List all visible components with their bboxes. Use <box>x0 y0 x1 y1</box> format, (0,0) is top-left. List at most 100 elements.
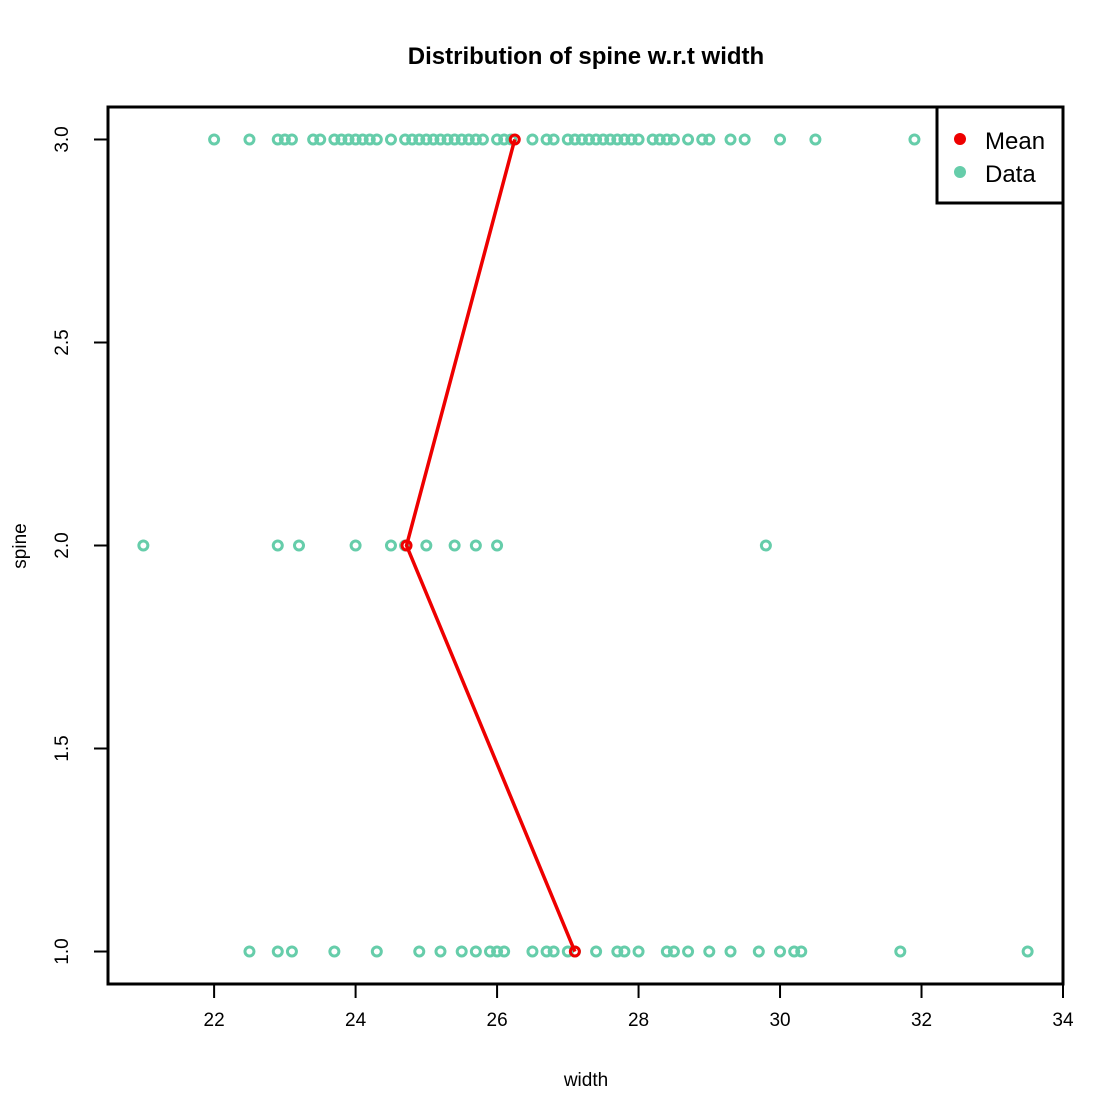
data-point <box>137 539 150 552</box>
data-point <box>611 945 624 958</box>
data-point <box>653 133 666 146</box>
data-point <box>590 133 603 146</box>
data-point <box>285 133 298 146</box>
data-point <box>1021 945 1034 958</box>
y-tick-label: 3.0 <box>52 126 73 152</box>
x-axis-label: width <box>563 1070 608 1091</box>
data-point <box>568 133 581 146</box>
data-point <box>632 945 645 958</box>
data-point <box>399 133 412 146</box>
data-point <box>356 133 369 146</box>
x-tick-label: 22 <box>204 1010 225 1031</box>
legend-mean-marker <box>954 133 966 145</box>
data-point <box>328 945 341 958</box>
data-point <box>293 539 305 552</box>
data-point <box>413 133 426 146</box>
y-tick-label: 2.5 <box>52 329 73 355</box>
data-point <box>427 133 440 146</box>
x-tick-label: 34 <box>1052 1010 1074 1031</box>
data-point <box>469 539 482 552</box>
mean-series <box>400 133 581 958</box>
data-point <box>349 539 362 552</box>
data-point <box>667 945 680 958</box>
data-point <box>498 945 511 958</box>
data-point <box>469 945 482 958</box>
data-point <box>243 133 256 146</box>
data-point <box>491 945 504 958</box>
data-point <box>420 133 433 146</box>
data-point <box>384 133 397 146</box>
data-point <box>703 945 716 958</box>
data-point <box>420 539 433 552</box>
data-point <box>774 133 787 146</box>
mean-point <box>568 945 581 958</box>
data-point <box>547 133 560 146</box>
data-point <box>243 945 256 958</box>
data-point <box>696 133 709 146</box>
data-point <box>575 133 588 146</box>
data-point <box>455 133 468 146</box>
data-point <box>597 133 610 146</box>
data-point <box>335 133 348 146</box>
legend-data-label: Data <box>985 161 1036 188</box>
x-tick-label: 32 <box>911 1010 932 1031</box>
data-point <box>561 945 574 958</box>
data-point <box>660 945 673 958</box>
data-point <box>703 133 716 146</box>
data-point <box>590 945 603 958</box>
data-point <box>448 133 461 146</box>
x-axis: 22 24 26 28 30 32 34 <box>204 984 1074 1031</box>
data-point <box>540 945 553 958</box>
data-point <box>370 945 383 958</box>
data-point <box>526 133 539 146</box>
data-point <box>809 133 822 146</box>
data-point <box>307 133 320 146</box>
data-point <box>618 133 631 146</box>
y-tick-label: 2.0 <box>52 532 73 558</box>
data-point <box>342 133 355 146</box>
data-point <box>363 133 376 146</box>
y-axis: 1.0 1.5 2.0 2.5 3.0 <box>52 126 108 965</box>
data-point <box>682 945 695 958</box>
data-point <box>774 945 787 958</box>
chart-title: Distribution of spine w.r.t width <box>408 43 764 70</box>
data-point <box>894 945 907 958</box>
data-point <box>271 945 284 958</box>
x-tick-label: 28 <box>628 1010 649 1031</box>
data-point <box>795 945 808 958</box>
data-point <box>646 133 659 146</box>
data-point <box>724 133 737 146</box>
data-point <box>604 133 617 146</box>
data-point <box>667 133 680 146</box>
data-point <box>384 539 397 552</box>
data-point <box>208 133 221 146</box>
data-point <box>611 133 624 146</box>
data-point <box>434 945 447 958</box>
data-point <box>498 133 511 146</box>
mean-point <box>400 539 413 552</box>
data-point <box>759 539 772 552</box>
data-point <box>441 133 454 146</box>
data-point <box>469 133 482 146</box>
y-tick-label: 1.5 <box>52 735 73 761</box>
data-point <box>682 133 695 146</box>
x-tick-label: 24 <box>345 1010 367 1031</box>
plot-frame <box>106 105 1065 986</box>
data-point <box>370 133 383 146</box>
data-point <box>285 945 298 958</box>
data-point <box>788 945 801 958</box>
data-point <box>908 133 921 146</box>
data-point <box>491 539 504 552</box>
data-point <box>328 133 341 146</box>
data-point <box>491 133 504 146</box>
data-point <box>632 133 645 146</box>
data-point <box>271 133 284 146</box>
data-point <box>455 945 468 958</box>
legend-data-marker <box>954 166 966 178</box>
data-point <box>484 945 496 958</box>
data-point <box>660 133 673 146</box>
data-point <box>462 133 475 146</box>
data-point <box>476 133 489 146</box>
